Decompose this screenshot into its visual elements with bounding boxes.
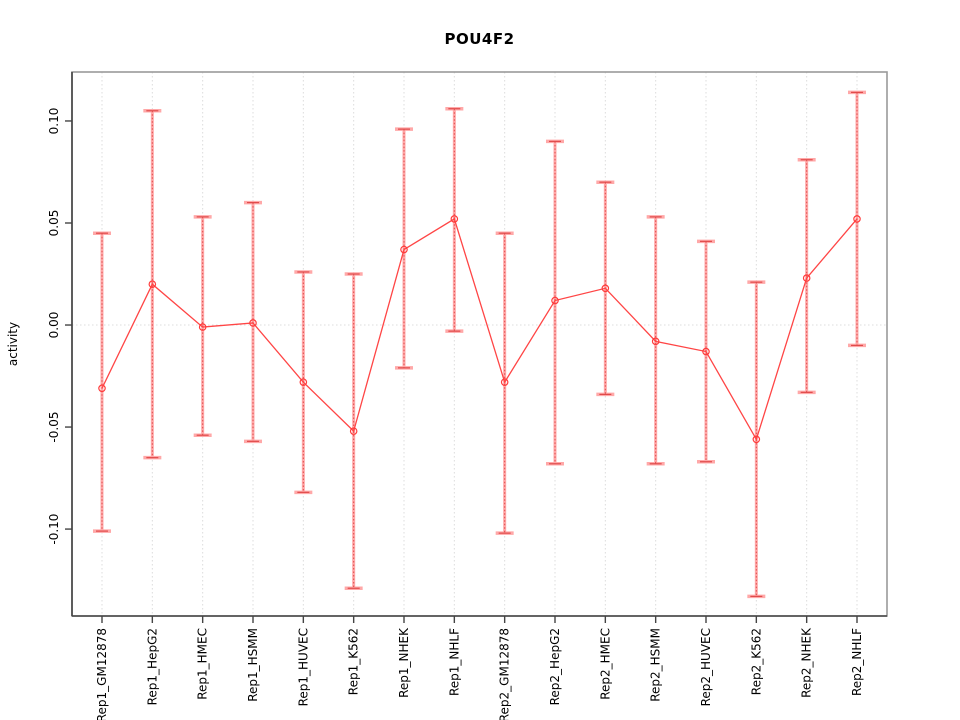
data-point-marker [400, 245, 408, 254]
y-axis-label: activity [6, 321, 20, 367]
x-tick-label: Rep2_HUVEC [699, 628, 713, 706]
data-point-marker [601, 284, 610, 293]
data-point-marker [853, 215, 861, 223]
x-tick-label: Rep1_HSMM [246, 628, 260, 702]
x-tick-label: Rep1_NHEK [397, 627, 411, 698]
x-tick-label: Rep1_GM12878 [95, 628, 109, 720]
data-point-marker [198, 323, 207, 331]
data-point-marker [299, 378, 308, 386]
y-tick-label: 0.00 [47, 312, 61, 339]
x-tick-label: Rep2_NHEK [800, 627, 814, 698]
data-point-marker [349, 427, 358, 435]
x-tick-label: Rep2_HSMM [649, 628, 663, 702]
x-tick-label: Rep1_NHLF [447, 628, 461, 696]
y-tick-label: -0.10 [47, 514, 61, 545]
x-tick-label: Rep2_NHLF [850, 628, 864, 696]
x-tick-label: Rep1_K562 [347, 628, 361, 695]
data-line [101, 217, 858, 441]
chart-title: POU4F2 [444, 30, 515, 48]
data-point-marker [551, 296, 559, 305]
data-point-marker [752, 435, 761, 444]
data-point-marker [148, 280, 157, 289]
data-point-marker [500, 378, 509, 386]
data-point-marker [450, 215, 459, 223]
x-tick-label: Rep1_HepG2 [145, 628, 159, 705]
y-tick-label: 0.05 [47, 210, 61, 237]
data-point-marker [249, 319, 257, 327]
data-point-marker [98, 384, 106, 393]
x-tick-label: Rep2_K562 [749, 628, 763, 695]
y-tick-label: 0.10 [47, 108, 61, 135]
x-tick-label: Rep1_HUVEC [296, 628, 310, 706]
x-tick-label: Rep2_HMEC [598, 628, 612, 700]
plot-box [71, 71, 888, 617]
y-tick-label: -0.05 [47, 412, 61, 443]
x-tick-label: Rep1_HMEC [196, 628, 210, 700]
data-point-marker [702, 347, 710, 356]
data-point-marker [802, 274, 811, 282]
x-tick-label: Rep2_GM12878 [498, 628, 512, 720]
x-tick-label: Rep2_HepG2 [548, 628, 562, 705]
data-point-marker [651, 337, 660, 346]
